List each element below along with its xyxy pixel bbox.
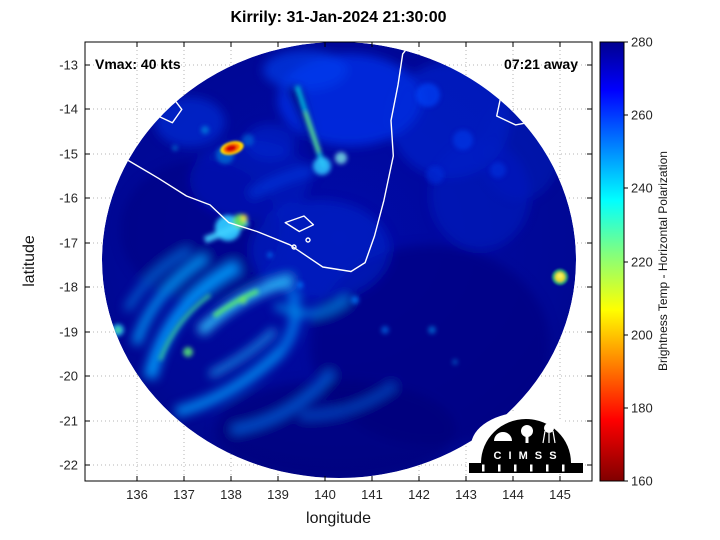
y-tick-label: -15 (59, 146, 78, 162)
colorbar-tick-marks (624, 41, 628, 482)
y-axis-label: latitude (21, 235, 38, 287)
coastline-islet (291, 244, 297, 250)
y-tick-label: -21 (59, 413, 78, 429)
x-axis-label: longitude (306, 510, 371, 527)
brightness-temp-swath (102, 42, 576, 478)
logo-base (469, 463, 583, 473)
y-tick-label: -19 (59, 324, 78, 340)
y-tick-label: -17 (59, 235, 78, 251)
y-tick-label: -13 (59, 57, 78, 73)
y-tick-label: -20 (59, 368, 78, 384)
plot-title: Kirrily: 31-Jan-2024 21:30:00 (230, 9, 447, 26)
x-tick-label: 141 (361, 487, 383, 502)
x-tick-label: 138 (220, 487, 242, 502)
colorbar-tick-label: 240 (631, 180, 653, 196)
colorbar-tick-label: 260 (631, 107, 653, 123)
x-tick-label: 142 (408, 487, 430, 502)
x-tick-label: 140 (314, 487, 336, 502)
x-tick-label: 136 (126, 487, 148, 502)
colorbar-tick-label: 180 (631, 400, 653, 416)
coastline-islet (140, 94, 148, 102)
colorbar (599, 41, 628, 482)
y-tick-label: -22 (59, 457, 78, 473)
colorbar-tick-label: 160 (631, 473, 653, 489)
radar-dish-icon (521, 425, 533, 437)
y-tick-label: -16 (59, 190, 78, 206)
y-tick-label: -14 (59, 101, 78, 117)
x-tick-label: 137 (173, 487, 195, 502)
coastline-islet (305, 237, 311, 243)
east-edge-cell (552, 269, 568, 285)
logo-text: C I M S S (493, 450, 558, 462)
y-tick-label: -18 (59, 279, 78, 295)
cimss-logo: C I M S S (469, 412, 583, 480)
x-tick-label: 139 (267, 487, 289, 502)
colorbar-tick-label: 220 (631, 254, 653, 270)
vmax-annotation: Vmax: 40 kts (95, 56, 181, 72)
colorbar-tick-label: 200 (631, 327, 653, 343)
x-tick-label: 144 (502, 487, 524, 502)
x-tick-marks (136, 42, 561, 481)
x-tick-label: 145 (549, 487, 571, 502)
colorbar-gradient (599, 41, 625, 482)
y-tick-marks (85, 64, 592, 466)
coastline-mornington-island (284, 215, 315, 233)
axes-box (84, 41, 593, 482)
x-tick-label: 143 (455, 487, 477, 502)
observatory-icon (494, 432, 512, 441)
convective-cell-red (220, 140, 244, 156)
colorbar-tick-label: 280 (631, 34, 653, 50)
time-offset-annotation: 07:21 away (504, 56, 578, 72)
water-tower-icon (544, 423, 554, 433)
colorbar-label: Brightness Temp - Horizontal Polarizatio… (656, 151, 670, 371)
